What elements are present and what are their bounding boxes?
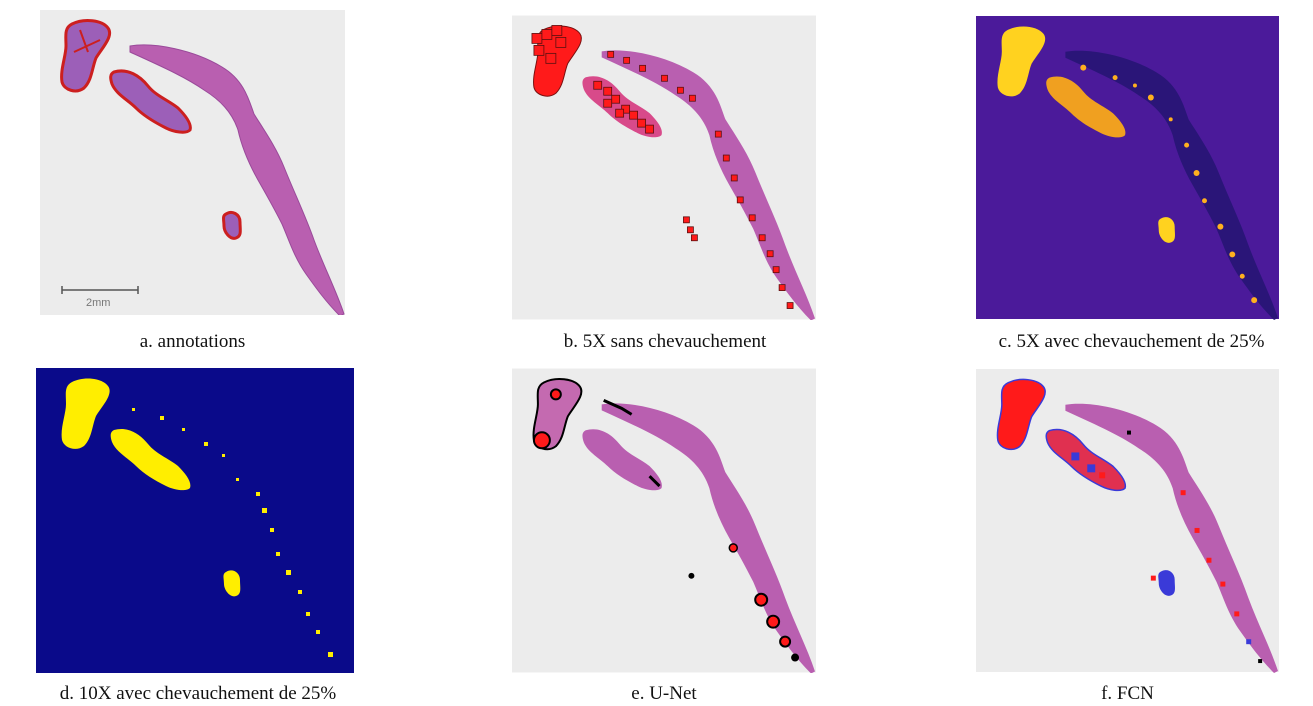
panel-c-5x-overlap-25 <box>976 15 1279 320</box>
caption-a: a. annotations <box>139 331 246 352</box>
fcn-patches <box>1071 430 1263 664</box>
prediction-5x-image <box>512 15 816 320</box>
caption-f: f. FCN <box>1101 683 1154 704</box>
panel-a-annotations: 2mm <box>40 10 345 315</box>
panel-e-unet <box>512 368 816 673</box>
scale-bar-label: 2mm <box>86 297 110 309</box>
caption-e: e. U-Net <box>631 683 697 704</box>
caption-c: c. 5X avec chevauchement de 25% <box>998 331 1265 352</box>
panel-d-10x-overlap-25 <box>36 368 354 673</box>
caption-b: b. 5X sans chevauchement <box>563 331 767 352</box>
heatmap-hotspots <box>1080 64 1258 304</box>
caption-d: d. 10X avec chevauchement de 25% <box>59 683 337 704</box>
annotated-region <box>222 210 242 240</box>
unet-prediction-image <box>512 368 816 673</box>
fcn-prediction-image <box>976 369 1279 673</box>
heatmap-5x-image <box>976 16 1279 320</box>
panel-b-5x-no-overlap <box>512 15 816 320</box>
panel-f-fcn <box>976 368 1279 673</box>
annotations-image: 2mm <box>40 10 345 315</box>
positive-dots <box>132 408 333 657</box>
predicted-patches <box>531 25 794 309</box>
binary-10x-image <box>36 368 354 673</box>
unet-segments <box>532 388 800 662</box>
